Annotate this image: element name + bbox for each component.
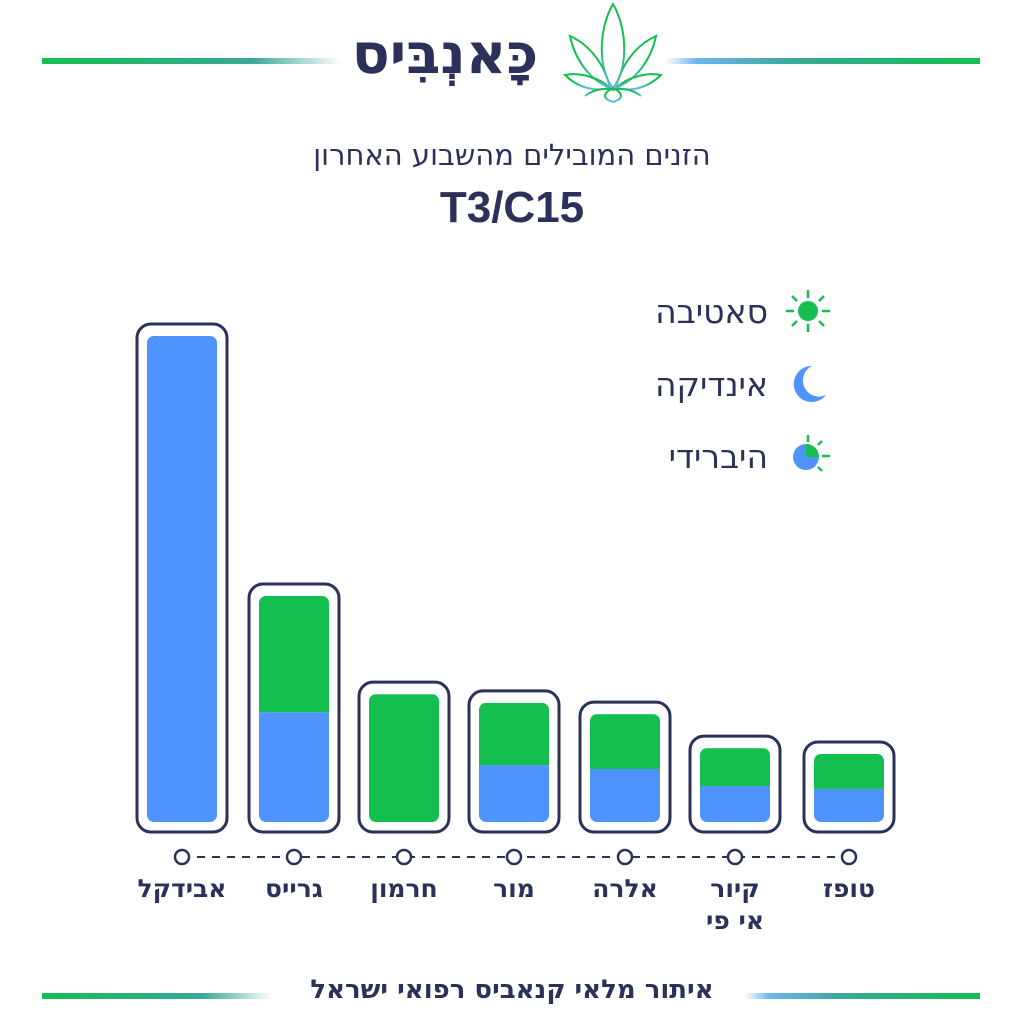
chart-title: T3/C15	[439, 183, 585, 232]
axis-marker	[616, 848, 634, 866]
bar-group	[247, 582, 341, 834]
x-tick-label: חרמון	[370, 874, 437, 903]
x-tick-label: טופז	[823, 874, 875, 903]
x-tick-label: קיור	[710, 874, 759, 903]
x-tick-label: אי פי	[706, 906, 764, 935]
brand-logo-text: כָּאנְבִּיס	[351, 22, 539, 87]
sun-icon	[786, 290, 830, 332]
moon-icon	[793, 365, 826, 402]
bar-segment-sativa	[700, 748, 770, 787]
bar-group	[357, 680, 451, 834]
axis-marker	[173, 848, 191, 866]
header-line-left	[42, 58, 342, 64]
header-line-right	[665, 58, 980, 64]
bar-segment-indica	[590, 769, 660, 822]
x-tick-label: אבידקל	[137, 874, 226, 903]
bar-group	[578, 700, 672, 834]
footer-tagline: איתור מלאי קנאביס רפואי ישראל	[310, 975, 714, 1005]
cannabis-leaf-logo	[562, 1, 664, 104]
bar-group	[688, 734, 782, 834]
bar-group	[467, 689, 561, 834]
legend-label: סאטיבה	[655, 291, 768, 331]
axis-marker	[505, 848, 523, 866]
footer-line-right	[745, 993, 980, 999]
half-sun-moon-icon	[793, 435, 830, 472]
legend-item-indica: אינדיקה	[655, 361, 834, 407]
bar-segment-sativa	[479, 702, 549, 766]
bar-segment-sativa	[369, 694, 439, 822]
x-tick-label: גרייס	[265, 874, 323, 903]
bar-group	[802, 740, 896, 834]
bar-segment-indica	[259, 712, 329, 822]
legend-label: היברידי	[668, 436, 768, 476]
axis-marker	[395, 848, 413, 866]
legend-item-sativa: סאטיבה	[655, 288, 834, 334]
bar-segment-sativa	[590, 714, 660, 770]
bar-segment-indica	[814, 788, 884, 822]
legend-item-hybrid: היברידי	[669, 433, 834, 479]
axis-marker	[840, 848, 858, 866]
axis-marker	[726, 848, 744, 866]
bar-segment-sativa	[814, 753, 884, 789]
bar-segment-indica	[700, 786, 770, 822]
axis-marker	[285, 848, 303, 866]
bar-segment-indica	[147, 336, 217, 822]
bar-group	[135, 322, 229, 834]
bar-segment-indica	[479, 765, 549, 822]
footer-line-left	[42, 993, 272, 999]
bar-segment-sativa	[259, 596, 329, 713]
chart-subtitle: הזנים המובילים מהשבוע האחרון	[313, 138, 711, 172]
x-tick-label: מור	[493, 874, 535, 903]
legend-label: אינדיקה	[654, 364, 768, 404]
x-tick-label: אלרה	[592, 874, 658, 903]
